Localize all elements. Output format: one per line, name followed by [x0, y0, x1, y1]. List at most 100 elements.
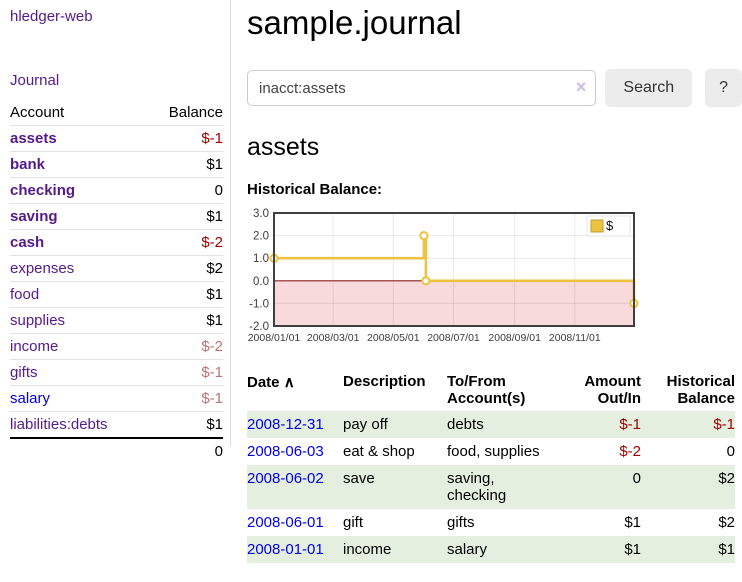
negative-zone [274, 280, 634, 326]
account-balance: $1 [206, 416, 223, 433]
sidebar-account-expenses[interactable]: expenses [10, 260, 75, 277]
register-row: 2008-06-01 gift gifts $1 $2 [247, 509, 735, 536]
account-row: supplies $1 [10, 308, 223, 334]
register-header-row: Date ∧ Description To/From Account(s) Am… [247, 370, 735, 411]
transaction-balance: $2 [718, 514, 735, 531]
data-point-marker [419, 231, 429, 241]
register-row: 2008-12-31 pay off debts $-1 $-1 [247, 411, 735, 438]
svg-text:2008/07/01: 2008/07/01 [427, 332, 480, 344]
transaction-date-link[interactable]: 2008-06-03 [247, 443, 324, 460]
account-title: assets [247, 133, 320, 161]
account-row: salary $-1 [10, 386, 223, 412]
transaction-description: eat & shop [343, 443, 415, 460]
account-row: liabilities:debts $1 [10, 412, 223, 438]
transaction-balance: $2 [718, 470, 735, 487]
account-balance: $-1 [201, 364, 223, 381]
account-balance: $1 [206, 286, 223, 303]
data-point-marker [421, 276, 431, 286]
svg-text:-2.0: -2.0 [249, 321, 269, 333]
svg-text:2008/01/01: 2008/01/01 [248, 332, 301, 344]
register-header-amount: Amount Out/In [584, 373, 641, 407]
accounts-header-balance: Balance [168, 104, 223, 121]
accounts-header-row: Account Balance [10, 100, 223, 126]
register-row: 2008-06-03 eat & shop food, supplies $-2… [247, 438, 735, 465]
account-balance: $1 [206, 156, 223, 173]
account-balance: $-2 [201, 338, 223, 355]
sidebar-account-income[interactable]: income [10, 338, 59, 355]
account-row: food $1 [10, 282, 223, 308]
transaction-accounts: gifts [447, 514, 475, 531]
transaction-amount: $-2 [619, 443, 641, 460]
account-balance: $1 [206, 312, 223, 329]
account-balance: $-1 [201, 130, 223, 147]
page: hledger-web Journal Account Balance asse… [0, 0, 742, 563]
transaction-balance: $1 [718, 541, 735, 558]
svg-text:2008/05/01: 2008/05/01 [367, 332, 420, 344]
sidebar-account-cash[interactable]: cash [10, 234, 45, 251]
transaction-accounts: debts [447, 416, 484, 433]
search-button[interactable]: Search [605, 69, 693, 107]
register-table: Date ∧ Description To/From Account(s) Am… [247, 370, 735, 563]
register-header-description: Description [343, 373, 426, 390]
search-input[interactable] [247, 70, 597, 106]
transaction-description: save [343, 470, 375, 487]
sidebar-account-bank[interactable]: bank [10, 156, 46, 173]
register-header-date[interactable]: Date ∧ [247, 374, 295, 391]
sidebar-account-saving[interactable]: saving [10, 208, 58, 225]
sidebar: hledger-web Journal Account Balance asse… [0, 0, 231, 460]
sidebar-account-checking[interactable]: checking [10, 182, 76, 199]
account-balance: $2 [206, 260, 223, 277]
transaction-balance: 0 [726, 443, 735, 460]
transaction-amount: 0 [632, 470, 641, 487]
account-row: expenses $2 [10, 256, 223, 282]
sidebar-account-salary[interactable]: salary [10, 390, 51, 407]
sidebar-account-assets[interactable]: assets [10, 130, 57, 147]
page-title: sample.journal [247, 4, 462, 41]
account-row: income $-2 [10, 334, 223, 360]
account-row: checking 0 [10, 178, 223, 204]
sidebar-account-supplies[interactable]: supplies [10, 312, 66, 329]
sidebar-account-food[interactable]: food [10, 286, 40, 303]
account-balance: 0 [214, 182, 223, 199]
svg-text:-1.0: -1.0 [249, 298, 269, 310]
account-row: saving $1 [10, 204, 223, 230]
transaction-balance: $-1 [713, 416, 735, 433]
svg-text:1.0: 1.0 [253, 253, 269, 265]
transaction-date-link[interactable]: 2008-06-01 [247, 514, 324, 531]
clear-search-icon[interactable]: × [575, 77, 587, 97]
accounts-header-account: Account [10, 104, 65, 121]
register-header-balance: Historical Balance [666, 373, 735, 407]
sidebar-item-journal[interactable]: Journal [10, 72, 60, 89]
svg-text:2008/11/01: 2008/11/01 [549, 332, 601, 344]
account-balance: $1 [206, 208, 223, 225]
register-row: 2008-01-01 income salary $1 $1 [247, 536, 735, 563]
account-balance: $-1 [201, 390, 223, 407]
help-button[interactable]: ? [705, 69, 742, 107]
transaction-date-link[interactable]: 2008-01-01 [247, 541, 324, 558]
svg-text:2008/09/01: 2008/09/01 [488, 332, 541, 344]
plot-border [273, 212, 635, 327]
legend-swatch [590, 219, 604, 233]
transaction-accounts: saving, checking [447, 470, 507, 504]
account-row: bank $1 [10, 152, 223, 178]
transaction-date-link[interactable]: 2008-06-02 [247, 470, 324, 487]
sidebar-account-gifts[interactable]: gifts [10, 364, 38, 381]
brand-link[interactable]: hledger-web [10, 8, 93, 25]
svg-text:0.0: 0.0 [253, 276, 269, 288]
accounts-total-row: 0 [10, 438, 223, 464]
main-content: sample.journal × Search ? assets Histori… [231, 0, 742, 563]
account-row: assets $-1 [10, 126, 223, 152]
transaction-description: income [343, 541, 392, 558]
sidebar-account-liabilities-debts[interactable]: liabilities:debts [10, 416, 108, 433]
transaction-date-link[interactable]: 2008-12-31 [247, 416, 324, 433]
accounts-table: Account Balance assets $-1 bank $1 check… [10, 100, 223, 464]
sort-ascending-icon: ∧ [283, 374, 295, 391]
svg-text:2008/03/01: 2008/03/01 [307, 332, 360, 344]
account-row: cash $-2 [10, 230, 223, 256]
register-row: 2008-06-02 save saving, checking 0 $2 [247, 465, 735, 509]
register-header-accounts: To/From Account(s) [447, 373, 526, 407]
svg-text:2.0: 2.0 [253, 231, 269, 243]
transaction-amount: $-1 [619, 416, 641, 433]
svg-text:3.0: 3.0 [253, 208, 269, 220]
